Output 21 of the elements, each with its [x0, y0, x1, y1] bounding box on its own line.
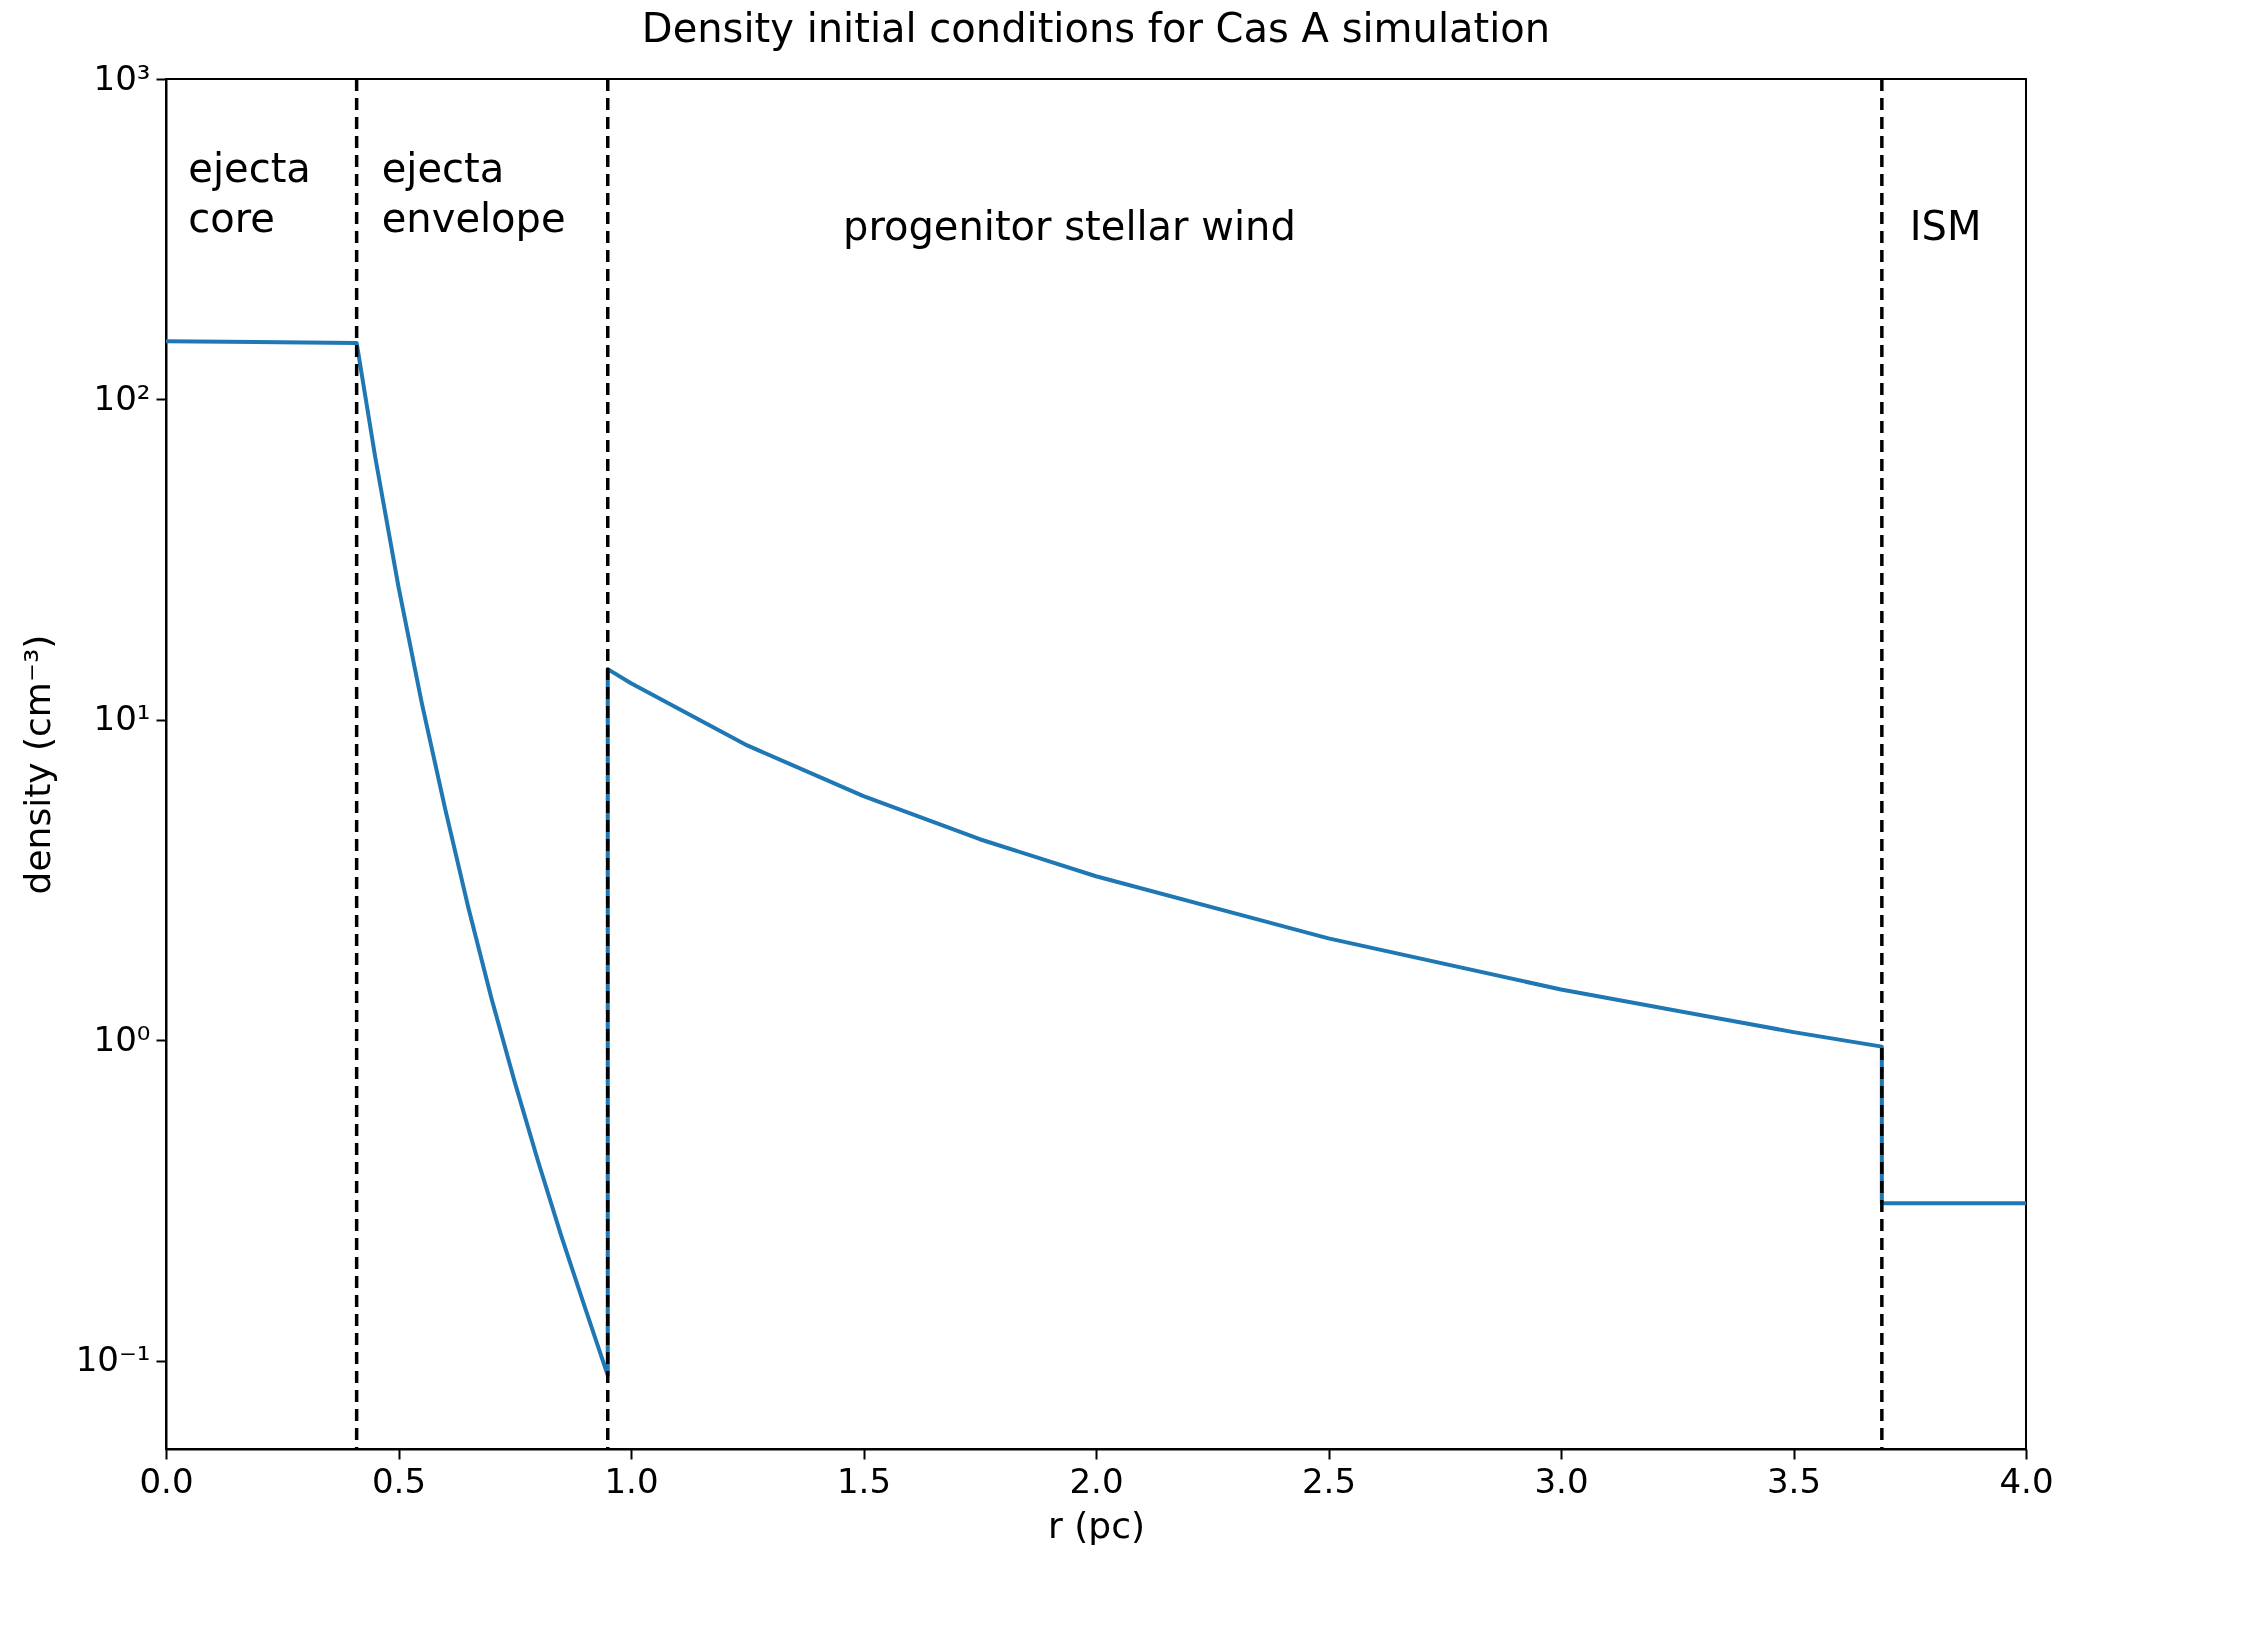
y-tick-label: 10⁻¹	[75, 1339, 151, 1380]
x-tick-label: 1.5	[836, 1460, 892, 1501]
x-axis-title: r (pc)	[1048, 1504, 1145, 1546]
x-tick-label: 2.5	[1301, 1460, 1357, 1501]
x-tick-label: 4.0	[1999, 1460, 2054, 1501]
y-axis-title: density (cm⁻³)	[16, 634, 58, 895]
chart-title: Density initial conditions for Cas A simulation	[641, 5, 1551, 51]
annotation: ejecta core	[188, 145, 311, 242]
y-tick-label: 10¹	[93, 698, 151, 739]
annotation: progenitor stellar wind	[843, 202, 1296, 249]
x-tick-label: 3.5	[1766, 1460, 1822, 1501]
y-tick-label: 10⁰	[93, 1018, 151, 1059]
x-tick-label: 1.0	[604, 1460, 659, 1501]
x-tick-label: 0.5	[371, 1460, 427, 1501]
x-tick-label: 3.0	[1534, 1460, 1589, 1501]
x-tick-label: 2.0	[1069, 1460, 1124, 1501]
x-tick-label: 0.0	[139, 1460, 194, 1501]
y-tick-label: 10³	[93, 57, 151, 98]
annotation: ejecta envelope	[381, 145, 566, 242]
annotation: ISM	[1909, 202, 1982, 249]
y-tick-label: 10²	[93, 377, 151, 418]
